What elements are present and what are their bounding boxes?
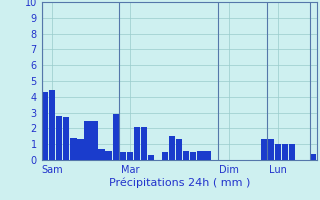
Bar [49, 90, 55, 160]
Bar [204, 151, 211, 160]
Bar [148, 155, 154, 160]
Bar [113, 114, 119, 160]
Bar [197, 151, 204, 160]
Bar [99, 149, 105, 160]
Bar [268, 139, 274, 160]
Bar [120, 152, 126, 160]
Bar [261, 139, 267, 160]
Bar [310, 154, 316, 160]
Bar [141, 127, 147, 160]
Bar [183, 151, 189, 160]
Bar [84, 120, 91, 160]
Bar [190, 152, 196, 160]
Bar [176, 139, 182, 160]
Bar [91, 120, 98, 160]
Bar [282, 144, 288, 160]
Bar [56, 116, 62, 160]
Bar [169, 136, 175, 160]
Bar [63, 117, 69, 160]
Bar [106, 151, 112, 160]
Bar [289, 144, 295, 160]
Bar [77, 139, 84, 160]
Bar [162, 152, 168, 160]
Bar [134, 127, 140, 160]
X-axis label: Précipitations 24h ( mm ): Précipitations 24h ( mm ) [108, 178, 250, 188]
Bar [127, 152, 133, 160]
Bar [42, 92, 48, 160]
Bar [275, 144, 281, 160]
Bar [70, 138, 76, 160]
